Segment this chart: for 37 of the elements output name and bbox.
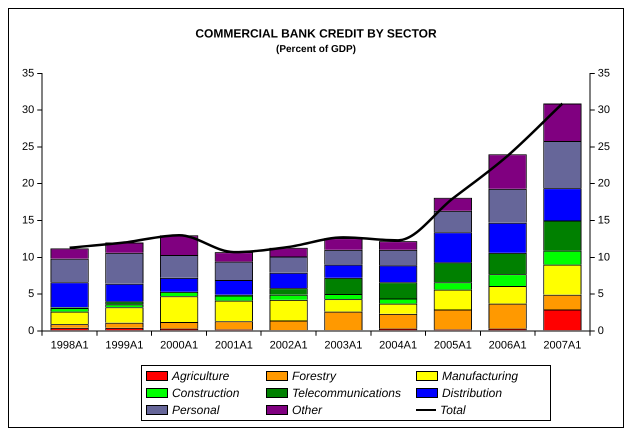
y2-tick-label: 5 (598, 288, 604, 300)
x-tick-label: 2004A1 (379, 339, 418, 352)
x-tick-label: 2006A1 (488, 339, 527, 352)
x-tick-label: 2003A1 (324, 339, 362, 352)
y2-tick-label: 30 (598, 104, 610, 116)
y-tick-label: 15 (22, 214, 34, 227)
legend-label: Construction (172, 386, 240, 400)
legend-label: Distribution (442, 386, 502, 400)
legend-label: Telecommunications (292, 386, 401, 400)
y2-tick-label: 35 (598, 67, 610, 80)
y2-tick-label: 10 (598, 251, 610, 264)
legend-label: Personal (172, 403, 220, 417)
x-tick-label: 1998A1 (50, 339, 89, 352)
x-tick-label: 2000A1 (160, 339, 198, 352)
y-tick-label: 20 (22, 178, 34, 190)
chart-subtitle: (Percent of GDP) (276, 44, 356, 56)
y-tick-label: 25 (22, 140, 34, 153)
x-tick-label: 2001A1 (214, 339, 253, 352)
y2-tick-label: 20 (598, 178, 610, 190)
x-tick-label: 1999A1 (105, 339, 144, 352)
y2-tick-label: 15 (598, 214, 610, 227)
y-tick-label: 0 (28, 324, 34, 337)
legend-label: Manufacturing (442, 369, 518, 383)
y2-tick-label: 25 (598, 140, 610, 153)
y-tick-label: 5 (28, 288, 34, 300)
y2-tick-label: 0 (598, 324, 604, 337)
chart-title: COMMERCIAL BANK CREDIT BY SECTOR (195, 26, 437, 41)
legend-label: Agriculture (172, 369, 230, 383)
legend-label: Forestry (292, 369, 336, 383)
y-tick-label: 10 (22, 251, 34, 264)
legend-label: Other (292, 403, 322, 417)
x-tick-label: 2002A1 (270, 339, 308, 352)
legend-label: Total (440, 403, 466, 417)
x-tick-label: 2007A1 (543, 339, 582, 352)
y-tick-label: 30 (22, 104, 34, 116)
y-tick-label: 35 (22, 67, 34, 80)
x-tick-label: 2005A1 (434, 339, 472, 352)
